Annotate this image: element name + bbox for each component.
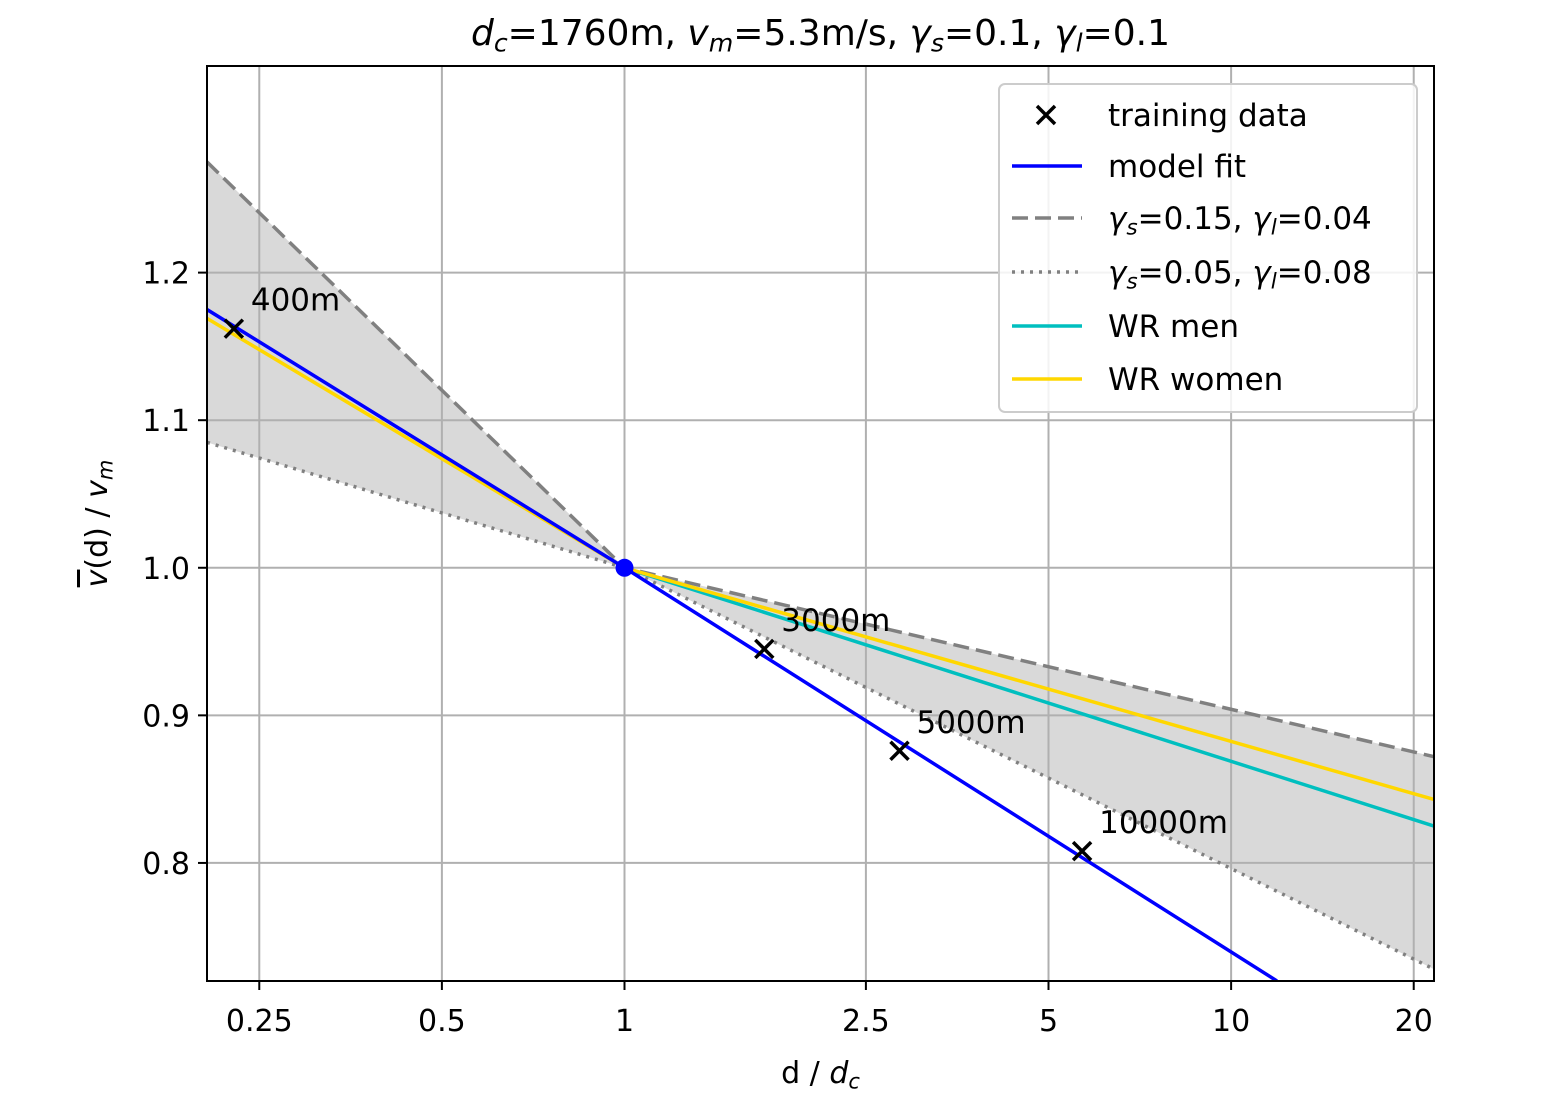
training-point-label: 3000m	[781, 603, 890, 639]
training-point: 10000m	[1071, 805, 1228, 862]
chart-title: dc=1760m, vm=5.3m/s, γs=0.1, γl=0.1	[471, 13, 1170, 57]
legend: training data model fit γs=0.15, γl=0.04 γs…	[998, 83, 1418, 413]
legend-item-fit: model fit	[1012, 149, 1246, 185]
legend-label: model fit	[1108, 149, 1246, 185]
y-axis-label-text: v(d) / vm	[80, 460, 117, 588]
training-point: 3000m	[754, 603, 890, 660]
training-points: 400m 3000m 5000m 10000m	[223, 283, 1228, 862]
training-point-label: 10000m	[1099, 805, 1228, 841]
legend-item-lower: γs=0.05, γl=0.08	[1012, 255, 1372, 294]
training-point-label: 400m	[251, 283, 340, 319]
legend-item-training: training data	[1035, 98, 1308, 134]
legend-label: WR women	[1108, 362, 1283, 398]
legend-label: WR men	[1108, 309, 1239, 345]
x-axis-ticks: 0.25 0.5 1 2.5 5 10 20	[226, 981, 1433, 1039]
y-tick-label: 1.2	[142, 257, 190, 292]
training-point: 400m	[223, 283, 340, 339]
confidence-band	[207, 161, 1434, 970]
y-axis-ticks: 0.8 0.9 1.0 1.1 1.2	[142, 257, 207, 882]
legend-label: γs=0.15, γl=0.04	[1108, 201, 1372, 240]
shaded-band	[207, 161, 1434, 970]
legend-label: γs=0.05, γl=0.08	[1108, 255, 1372, 294]
x-tick-label: 10	[1212, 1004, 1250, 1039]
plot-frame	[206, 65, 1435, 982]
x-tick-label: 0.25	[226, 1004, 293, 1039]
training-point: 5000m	[889, 705, 1026, 762]
training-point-marker	[223, 318, 245, 339]
legend-box	[998, 83, 1418, 413]
x-tick-label: 2.5	[842, 1004, 890, 1039]
x-tick-label: 0.5	[418, 1004, 466, 1039]
chart-title-text: dc=1760m, vm=5.3m/s, γs=0.1, γl=0.1	[471, 13, 1170, 57]
legend-label: training data	[1108, 98, 1308, 134]
plot-frame-rect	[206, 65, 1435, 982]
training-point-marker	[1071, 840, 1093, 862]
legend-item-wrmen: WR men	[1012, 309, 1239, 345]
x-axis-label-text: d / dc	[781, 1056, 860, 1093]
training-point-label: 5000m	[916, 705, 1025, 741]
legend-swatch	[1035, 104, 1057, 126]
x-tick-label: 20	[1395, 1004, 1433, 1039]
x-axis-label: d / dc	[781, 1056, 860, 1093]
x-tick-label: 5	[1039, 1004, 1058, 1039]
training-point-marker	[754, 638, 775, 660]
y-tick-label: 1.0	[142, 552, 190, 587]
x-tick-label: 1	[615, 1004, 634, 1039]
series-line-lower	[207, 440, 1434, 971]
legend-item-upper: γs=0.15, γl=0.04	[1012, 201, 1372, 240]
y-tick-label: 1.1	[142, 404, 190, 439]
legend-item-wrwomen: WR women	[1012, 362, 1283, 398]
series-line-wrmen	[623, 566, 1434, 828]
y-tick-label: 0.8	[142, 847, 190, 882]
anchor-point	[615, 558, 634, 577]
training-point-marker	[889, 740, 910, 762]
y-axis-label: v(d) / vm	[80, 460, 117, 588]
y-tick-label: 0.9	[142, 699, 190, 734]
